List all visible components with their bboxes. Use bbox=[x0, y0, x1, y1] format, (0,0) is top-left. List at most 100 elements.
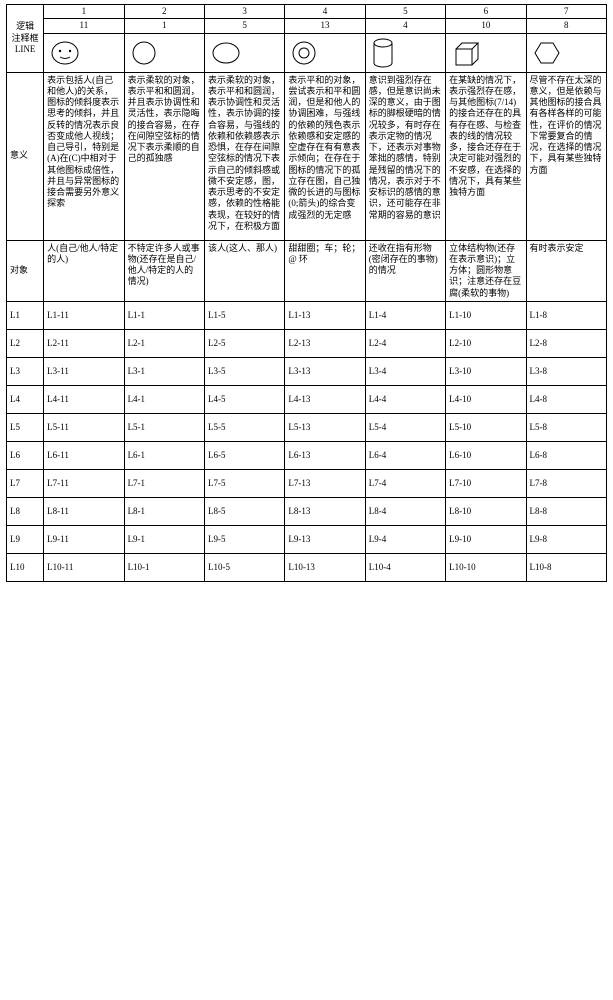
matrix-cell: L10-10 bbox=[446, 553, 526, 581]
matrix-cell: L2-11 bbox=[44, 329, 124, 357]
matrix-cell: L3-5 bbox=[204, 357, 284, 385]
matrix-cell: L3-10 bbox=[446, 357, 526, 385]
matrix-cell: L10-11 bbox=[44, 553, 124, 581]
hexagon-icon bbox=[526, 33, 606, 72]
matrix-cell: L1-13 bbox=[285, 301, 365, 329]
meaning-cell: 在某缺的情况下，表示强烈存在感，与其他图标(7/14)的接合还存在的具有存在感、… bbox=[446, 72, 526, 240]
matrix-cell: L8-5 bbox=[204, 497, 284, 525]
header-row-2: 11 1 5 13 4 10 8 bbox=[7, 19, 607, 33]
line-label: L4 bbox=[7, 385, 44, 413]
table-row: L2L2-11L2-1L2-5L2-13L2-4L2-10L2-8 bbox=[7, 329, 607, 357]
meaning-cell: 表示包括人(自己和他人)的关系，图标的倾斜度表示思考的倾斜，并且反转的情况表示良… bbox=[44, 72, 124, 240]
matrix-cell: L4-4 bbox=[365, 385, 445, 413]
matrix-cell: L8-4 bbox=[365, 497, 445, 525]
meaning-cell: 表示柔软的对象，表示平和和圆润，并且表示协调性和灵活性，表示隐晦的接合容易，在存… bbox=[124, 72, 204, 240]
matrix-cell: L8-10 bbox=[446, 497, 526, 525]
matrix-cell: L10-1 bbox=[124, 553, 204, 581]
table-row: L1L1-11L1-1L1-5L1-13L1-4L1-10L1-8 bbox=[7, 301, 607, 329]
line-label: L5 bbox=[7, 413, 44, 441]
matrix-cell: L5-8 bbox=[526, 413, 606, 441]
matrix-cell: L7-1 bbox=[124, 469, 204, 497]
cube-icon bbox=[446, 33, 526, 72]
col-code: 13 bbox=[285, 19, 365, 33]
matrix-cell: L10-8 bbox=[526, 553, 606, 581]
matrix-cell: L5-1 bbox=[124, 413, 204, 441]
meaning-cell: 表示柔软的对象，表示平和和圆润，表示协调性和灵活性，表示协调的接合容易，与强线的… bbox=[204, 72, 284, 240]
line-label: L10 bbox=[7, 553, 44, 581]
col-code: 4 bbox=[365, 19, 445, 33]
matrix-cell: L1-11 bbox=[44, 301, 124, 329]
col-code: 11 bbox=[44, 19, 124, 33]
matrix-cell: L8-13 bbox=[285, 497, 365, 525]
matrix-cell: L2-13 bbox=[285, 329, 365, 357]
matrix-cell: L5-11 bbox=[44, 413, 124, 441]
page: 逻辑 注释框 LINE 1 2 3 4 5 6 7 11 1 5 13 4 10… bbox=[0, 0, 613, 586]
col-num: 1 bbox=[44, 5, 124, 19]
matrix-cell: L6-10 bbox=[446, 441, 526, 469]
table-row: L9L9-11L9-1L9-5L9-13L9-4L9-10L9-8 bbox=[7, 525, 607, 553]
target-row: 对象 人(自己/他人/特定的人) 不特定许多人或事物(还存在是自己/他人/特定的… bbox=[7, 240, 607, 301]
circle-icon bbox=[124, 33, 204, 72]
matrix-cell: L6-11 bbox=[44, 441, 124, 469]
ellipse-icon bbox=[204, 33, 284, 72]
col-code: 5 bbox=[204, 19, 284, 33]
line-label: L1 bbox=[7, 301, 44, 329]
matrix-cell: L8-11 bbox=[44, 497, 124, 525]
target-cell: 不特定许多人或事物(还存在是自己/他人/特定的人的情况) bbox=[124, 240, 204, 301]
matrix-cell: L6-4 bbox=[365, 441, 445, 469]
col-code: 8 bbox=[526, 19, 606, 33]
table-row: L7L7-11L7-1L7-5L7-13L7-4L7-10L7-8 bbox=[7, 469, 607, 497]
table-row: L10L10-11L10-1L10-5L10-13L10-4L10-10L10-… bbox=[7, 553, 607, 581]
col-num: 4 bbox=[285, 5, 365, 19]
cylinder-icon bbox=[365, 33, 445, 72]
matrix-cell: L3-11 bbox=[44, 357, 124, 385]
matrix-cell: L1-8 bbox=[526, 301, 606, 329]
row-label-meaning: 意义 bbox=[7, 72, 44, 240]
col-num: 3 bbox=[204, 5, 284, 19]
matrix-cell: L10-13 bbox=[285, 553, 365, 581]
corner-cell: 逻辑 注释框 LINE bbox=[7, 5, 44, 73]
matrix-cell: L7-10 bbox=[446, 469, 526, 497]
matrix-cell: L8-8 bbox=[526, 497, 606, 525]
line-label: L3 bbox=[7, 357, 44, 385]
donut-icon bbox=[285, 33, 365, 72]
matrix-cell: L7-4 bbox=[365, 469, 445, 497]
matrix-cell: L4-10 bbox=[446, 385, 526, 413]
matrix-cell: L2-5 bbox=[204, 329, 284, 357]
face-icon bbox=[44, 33, 124, 72]
matrix-cell: L4-13 bbox=[285, 385, 365, 413]
target-cell: 有时表示安定 bbox=[526, 240, 606, 301]
header-row-1: 逻辑 注释框 LINE 1 2 3 4 5 6 7 bbox=[7, 5, 607, 19]
line-label: L9 bbox=[7, 525, 44, 553]
matrix-cell: L3-8 bbox=[526, 357, 606, 385]
icon-row bbox=[7, 33, 607, 72]
col-num: 7 bbox=[526, 5, 606, 19]
matrix-cell: L1-5 bbox=[204, 301, 284, 329]
matrix-cell: L10-4 bbox=[365, 553, 445, 581]
matrix-cell: L3-13 bbox=[285, 357, 365, 385]
table-row: L4L4-11L4-1L4-5L4-13L4-4L4-10L4-8 bbox=[7, 385, 607, 413]
matrix-cell: L7-13 bbox=[285, 469, 365, 497]
meaning-cell: 尽管不存在太深的意义，但是依赖与其他图标的接合具有各样各样的可能性，在评价的情况… bbox=[526, 72, 606, 240]
matrix-cell: L2-4 bbox=[365, 329, 445, 357]
matrix-cell: L3-1 bbox=[124, 357, 204, 385]
col-code: 10 bbox=[446, 19, 526, 33]
col-num: 5 bbox=[365, 5, 445, 19]
line-label: L2 bbox=[7, 329, 44, 357]
matrix-cell: L6-5 bbox=[204, 441, 284, 469]
matrix-cell: L4-1 bbox=[124, 385, 204, 413]
meaning-cell: 意识到强烈存在感，但是意识尚未深的意义，由于图标的脚根硬暗的情况较多，有时存在表… bbox=[365, 72, 445, 240]
table-row: L6L6-11L6-1L6-5L6-13L6-4L6-10L6-8 bbox=[7, 441, 607, 469]
target-cell: 人(自己/他人/特定的人) bbox=[44, 240, 124, 301]
matrix-cell: L2-10 bbox=[446, 329, 526, 357]
matrix-cell: L5-5 bbox=[204, 413, 284, 441]
matrix-cell: L7-8 bbox=[526, 469, 606, 497]
matrix-cell: L1-4 bbox=[365, 301, 445, 329]
col-num: 2 bbox=[124, 5, 204, 19]
matrix-cell: L4-11 bbox=[44, 385, 124, 413]
matrix-cell: L6-13 bbox=[285, 441, 365, 469]
matrix-cell: L1-10 bbox=[446, 301, 526, 329]
matrix-cell: L9-10 bbox=[446, 525, 526, 553]
matrix-cell: L9-11 bbox=[44, 525, 124, 553]
col-code: 1 bbox=[124, 19, 204, 33]
